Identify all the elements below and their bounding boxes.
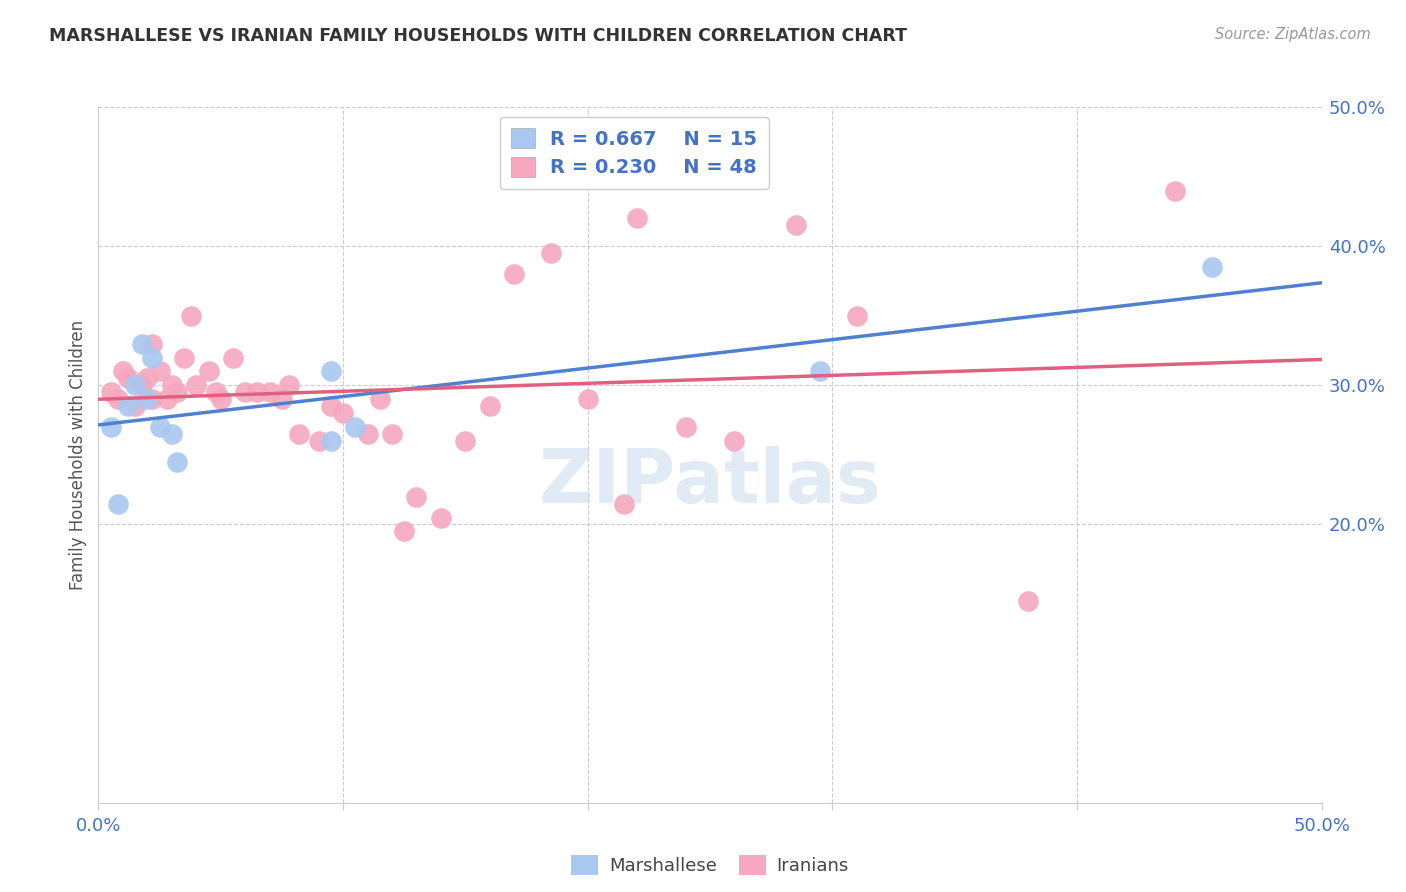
Point	[344, 420, 367, 434]
Legend: Marshallese, Iranians: Marshallese, Iranians	[562, 847, 858, 884]
Point	[107, 392, 129, 407]
Point	[319, 364, 342, 378]
Y-axis label: Family Households with Children: Family Households with Children	[69, 320, 87, 590]
Point	[613, 497, 636, 511]
Point	[141, 351, 163, 365]
Point	[180, 309, 202, 323]
Point	[808, 364, 831, 378]
Point	[205, 385, 228, 400]
Point	[186, 378, 208, 392]
Point	[100, 385, 122, 400]
Point	[246, 385, 269, 400]
Text: Source: ZipAtlas.com: Source: ZipAtlas.com	[1215, 27, 1371, 42]
Point	[540, 246, 562, 260]
Point	[319, 434, 342, 448]
Point	[124, 399, 146, 413]
Point	[278, 378, 301, 392]
Point	[356, 427, 378, 442]
Point	[117, 399, 139, 413]
Point	[156, 392, 179, 407]
Point	[197, 364, 219, 378]
Point	[173, 351, 195, 365]
Point	[233, 385, 256, 400]
Point	[131, 378, 153, 392]
Point	[124, 378, 146, 392]
Point	[111, 364, 134, 378]
Point	[209, 392, 232, 407]
Point	[136, 392, 159, 407]
Point	[454, 434, 477, 448]
Point	[131, 336, 153, 351]
Point	[785, 219, 807, 233]
Point	[319, 399, 342, 413]
Point	[166, 455, 188, 469]
Point	[405, 490, 427, 504]
Point	[626, 211, 648, 226]
Point	[149, 420, 172, 434]
Point	[332, 406, 354, 420]
Point	[222, 351, 245, 365]
Point	[141, 392, 163, 407]
Point	[160, 378, 183, 392]
Point	[503, 267, 526, 281]
Point	[845, 309, 868, 323]
Point	[149, 364, 172, 378]
Point	[576, 392, 599, 407]
Point	[270, 392, 294, 407]
Point	[100, 420, 122, 434]
Point	[308, 434, 330, 448]
Point	[723, 434, 745, 448]
Text: MARSHALLESE VS IRANIAN FAMILY HOUSEHOLDS WITH CHILDREN CORRELATION CHART: MARSHALLESE VS IRANIAN FAMILY HOUSEHOLDS…	[49, 27, 907, 45]
Point	[259, 385, 281, 400]
Point	[478, 399, 501, 413]
Point	[141, 336, 163, 351]
Point	[107, 497, 129, 511]
Point	[160, 427, 183, 442]
Point	[1017, 594, 1039, 608]
Point	[392, 524, 416, 539]
Point	[117, 371, 139, 385]
Point	[288, 427, 311, 442]
Point	[675, 420, 697, 434]
Point	[430, 510, 453, 524]
Text: ZIPatlas: ZIPatlas	[538, 446, 882, 519]
Point	[1201, 260, 1223, 274]
Point	[166, 385, 188, 400]
Point	[368, 392, 391, 407]
Point	[1164, 184, 1187, 198]
Point	[136, 371, 159, 385]
Point	[381, 427, 404, 442]
